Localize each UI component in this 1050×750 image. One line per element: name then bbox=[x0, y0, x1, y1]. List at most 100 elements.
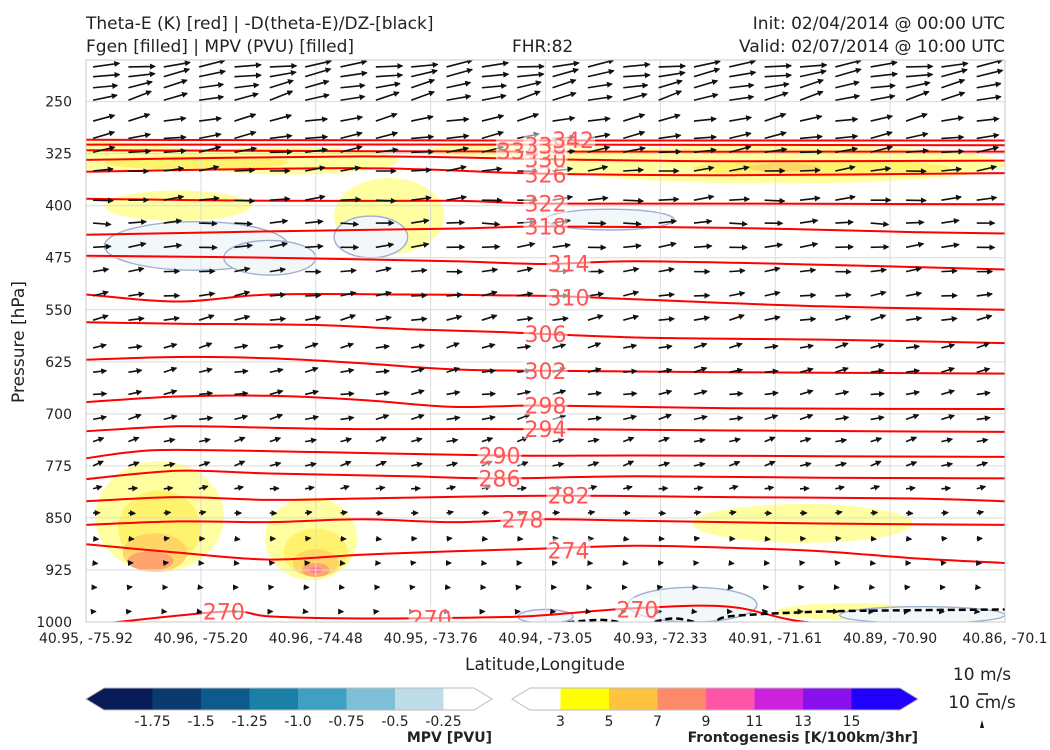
wind-vector bbox=[163, 148, 187, 155]
wind-vector bbox=[411, 343, 426, 350]
wind-vector bbox=[163, 67, 191, 78]
wind-vector bbox=[658, 436, 670, 443]
wind-vector bbox=[658, 148, 682, 155]
colorbar-tick-label: -1.75 bbox=[134, 714, 170, 730]
y-tick-label: 775 bbox=[45, 459, 72, 475]
wind-vector bbox=[941, 485, 952, 492]
wind-vector bbox=[799, 69, 827, 78]
wind-vector bbox=[729, 290, 746, 297]
wind-vector bbox=[234, 390, 249, 397]
wind-vector bbox=[976, 291, 994, 298]
wind-vector bbox=[905, 389, 921, 396]
wind-vector bbox=[446, 292, 463, 299]
wind-vector bbox=[976, 81, 1002, 89]
wind-vector bbox=[658, 79, 683, 89]
wind-vector bbox=[764, 91, 789, 102]
wind-vector bbox=[729, 196, 751, 203]
wind-vector bbox=[234, 113, 257, 122]
header-forecast-hour: FHR:82 bbox=[512, 37, 574, 57]
wind-vector bbox=[128, 266, 145, 273]
wind-vector bbox=[446, 461, 459, 468]
theta-e-contour bbox=[86, 254, 1005, 271]
wind-vector bbox=[375, 266, 392, 273]
reference-vector-vertical-label: 10 cm/s bbox=[948, 693, 1016, 713]
wind-vector bbox=[552, 437, 565, 444]
y-tick-label: 325 bbox=[45, 147, 72, 163]
theta-e-label: 278 bbox=[502, 508, 544, 533]
wind-vector bbox=[905, 266, 923, 273]
wind-vector bbox=[446, 80, 472, 89]
wind-vector bbox=[163, 194, 185, 201]
plot-border bbox=[85, 59, 1006, 623]
wind-vector bbox=[623, 197, 645, 204]
wind-vector bbox=[199, 195, 220, 202]
wind-vector bbox=[729, 313, 745, 321]
wind-vector bbox=[446, 509, 455, 516]
wind-vector bbox=[905, 241, 925, 249]
wind-vector bbox=[375, 112, 398, 122]
wind-vector bbox=[234, 197, 256, 204]
wind-vector bbox=[835, 164, 856, 172]
theta-e-label: 318 bbox=[525, 216, 567, 241]
wind-vector bbox=[552, 242, 572, 249]
wind-vector bbox=[835, 342, 849, 349]
wind-vector bbox=[411, 114, 434, 122]
colorbar-tick-label: -0.5 bbox=[381, 714, 408, 730]
colorbar-swatch bbox=[152, 688, 202, 710]
colorbar-swatch bbox=[706, 688, 755, 710]
wind-vector bbox=[92, 290, 109, 297]
x-tick-label: 40.96, -74.48 bbox=[269, 631, 363, 647]
wind-vector bbox=[870, 415, 885, 421]
y-tick-label: 400 bbox=[45, 199, 72, 215]
wind-vector bbox=[410, 389, 425, 396]
theta-e-label: 322 bbox=[525, 193, 567, 218]
theta-e-contour bbox=[86, 518, 1005, 526]
mpv-region bbox=[838, 606, 1005, 622]
theta-e-label: 282 bbox=[547, 485, 589, 510]
theta-e-label-bg bbox=[523, 417, 568, 440]
wind-vector bbox=[92, 484, 103, 491]
wind-vector bbox=[481, 113, 505, 122]
wind-vector bbox=[305, 485, 315, 492]
wind-vector bbox=[799, 413, 814, 421]
wind-vector bbox=[623, 266, 640, 273]
wind-vector bbox=[163, 461, 176, 468]
wind-vector bbox=[128, 436, 140, 443]
wind-vector bbox=[870, 60, 898, 68]
wind-vector bbox=[729, 484, 739, 491]
wind-vector bbox=[269, 436, 282, 443]
wind-vector bbox=[870, 460, 882, 467]
y-tick-label: 550 bbox=[45, 303, 72, 319]
x-tick-label: 40.94, -73.05 bbox=[498, 631, 592, 647]
wind-vector bbox=[623, 535, 630, 542]
wind-vector bbox=[93, 197, 114, 204]
wind-vector bbox=[481, 436, 494, 443]
wind-vector bbox=[729, 415, 744, 422]
theta-e-label: 286 bbox=[479, 467, 521, 492]
theta-e-label: 294 bbox=[525, 418, 567, 443]
wind-vector bbox=[764, 535, 771, 542]
wind-vector bbox=[905, 71, 934, 78]
wind-vector bbox=[587, 164, 609, 172]
wind-vector bbox=[234, 436, 246, 443]
wind-vector bbox=[905, 413, 920, 421]
colorbar-tick-label: 15 bbox=[843, 714, 861, 730]
wind-vector bbox=[658, 389, 673, 396]
wind-vector bbox=[198, 314, 215, 321]
wind-vector bbox=[128, 71, 156, 78]
wind-vector bbox=[764, 146, 788, 154]
x-axis-label: Latitude,Longitude bbox=[465, 655, 625, 675]
wind-vector bbox=[729, 131, 752, 140]
wind-vector bbox=[552, 91, 577, 102]
wind-vector bbox=[905, 80, 931, 89]
wind-vector bbox=[870, 290, 887, 297]
x-tick-label: 40.96, -75.20 bbox=[154, 631, 248, 647]
wind-vector bbox=[128, 63, 156, 70]
wind-vector bbox=[552, 115, 576, 122]
theta-e-label: 270 bbox=[410, 608, 452, 633]
wind-vector bbox=[835, 133, 859, 140]
wind-vector bbox=[128, 413, 142, 421]
wind-vector bbox=[941, 115, 965, 122]
wind-vector bbox=[693, 342, 708, 349]
